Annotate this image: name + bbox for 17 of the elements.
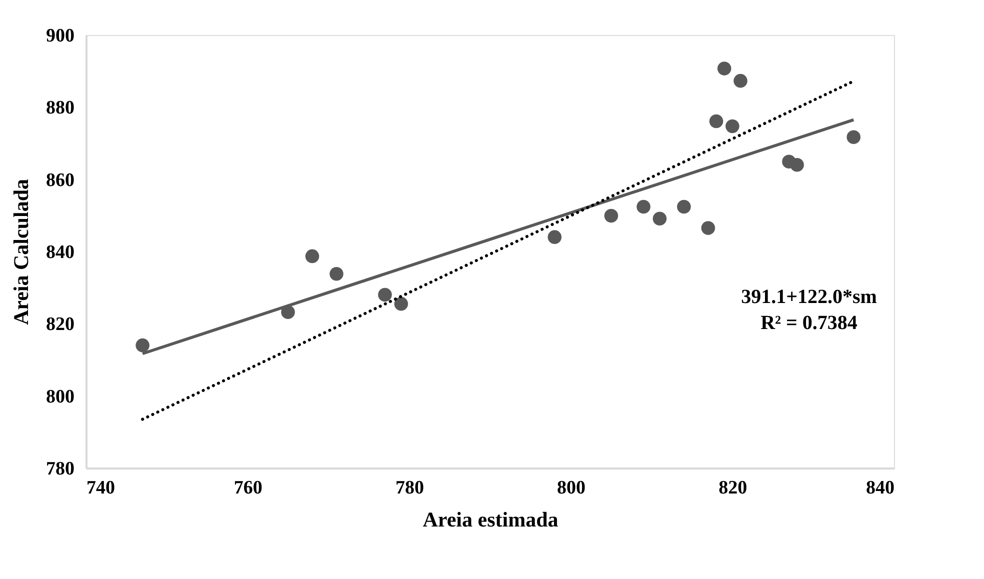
- y-tick-label: 780: [46, 458, 74, 480]
- annotation: 391.1+122.0*sm: [741, 286, 878, 308]
- y-tick-label: 840: [46, 242, 74, 263]
- x-tick-label: 760: [234, 478, 262, 498]
- x-tick-label: 780: [395, 478, 424, 498]
- x-tick-label: 820: [718, 478, 748, 498]
- y-tick-label: 900: [46, 26, 74, 46]
- x-tick-label: 800: [557, 478, 586, 498]
- x-tick-label: 840: [866, 478, 894, 498]
- annotation: R² = 0.7384: [760, 312, 858, 334]
- y-tick-label: 800: [46, 386, 74, 408]
- x-axis-title: Areia estimada: [422, 508, 559, 532]
- x-tick-label: 740: [86, 478, 115, 498]
- y-tick-label: 880: [46, 98, 74, 119]
- y-tick-label: 820: [46, 314, 74, 336]
- y-tick-label: 860: [46, 170, 74, 191]
- y-axis-title: Areia Calculada: [9, 178, 33, 326]
